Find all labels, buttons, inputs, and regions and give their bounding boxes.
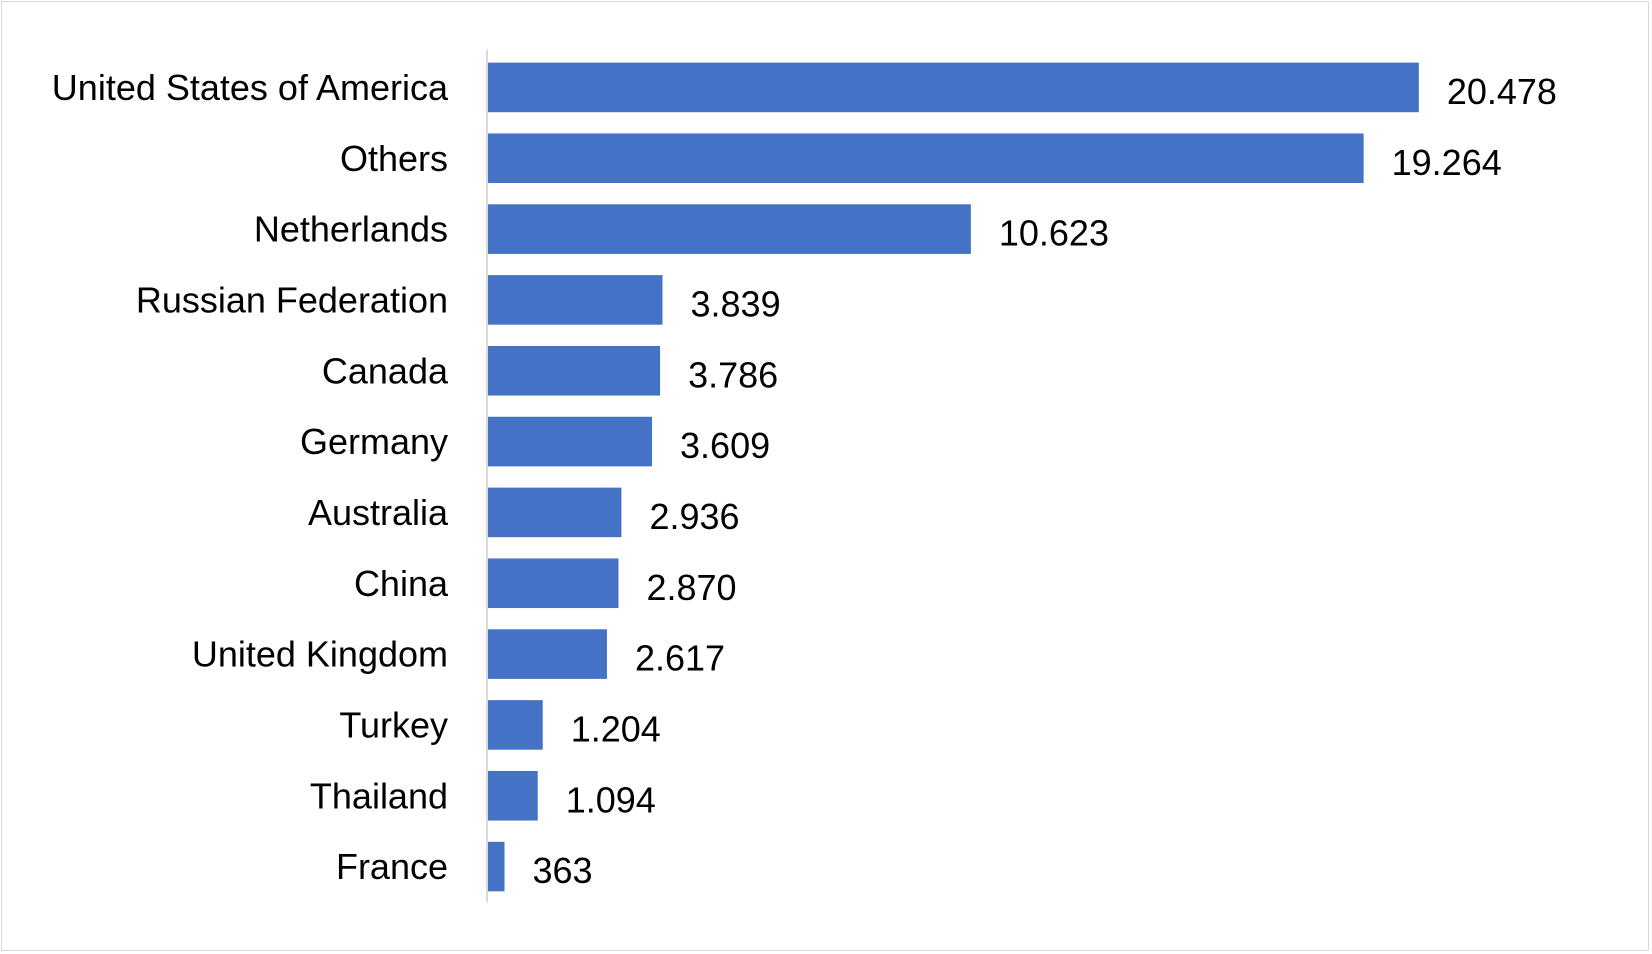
bar-6 <box>488 487 622 538</box>
value-label-10: 1.094 <box>566 779 656 820</box>
value-label-9: 1.204 <box>571 708 661 749</box>
value-label-8: 2.617 <box>635 638 725 679</box>
category-label-7: China <box>354 563 449 604</box>
category-label-6: Australia <box>308 492 449 533</box>
bars-group <box>488 62 1419 892</box>
category-label-8: United Kingdom <box>192 634 448 675</box>
bar-11 <box>488 841 505 892</box>
category-label-1: Others <box>340 138 448 179</box>
value-label-6: 2.936 <box>649 496 739 537</box>
category-label-9: Turkey <box>339 704 448 745</box>
bar-10 <box>488 770 538 821</box>
value-labels-group: 20.478 19.264 10.623 3.839 3.786 3.609 2.936 2.… <box>533 71 1557 891</box>
value-label-1: 19.264 <box>1392 142 1502 183</box>
category-label-2: Netherlands <box>254 209 448 250</box>
category-labels-group: United States of America Others Netherland… <box>52 67 449 887</box>
category-label-0: United States of America <box>52 67 449 108</box>
value-label-11: 363 <box>533 850 593 891</box>
bar-7 <box>488 558 619 609</box>
value-label-0: 20.478 <box>1447 71 1557 112</box>
value-label-5: 3.609 <box>680 425 770 466</box>
bar-4 <box>488 345 661 396</box>
category-label-10: Thailand <box>310 775 448 816</box>
bar-8 <box>488 629 607 679</box>
bar-0 <box>488 62 1419 113</box>
category-label-11: France <box>336 846 448 887</box>
value-label-2: 10.623 <box>999 213 1109 254</box>
bar-9 <box>488 700 543 750</box>
value-label-3: 3.839 <box>691 283 781 324</box>
category-label-5: Germany <box>300 421 448 462</box>
bar-2 <box>488 204 971 254</box>
bar-1 <box>488 133 1364 184</box>
category-label-3: Russian Federation <box>136 279 448 320</box>
bar-3 <box>488 275 663 325</box>
category-label-4: Canada <box>322 350 449 391</box>
bar-5 <box>488 416 653 467</box>
value-label-7: 2.870 <box>646 567 736 608</box>
value-label-4: 3.786 <box>688 354 778 395</box>
